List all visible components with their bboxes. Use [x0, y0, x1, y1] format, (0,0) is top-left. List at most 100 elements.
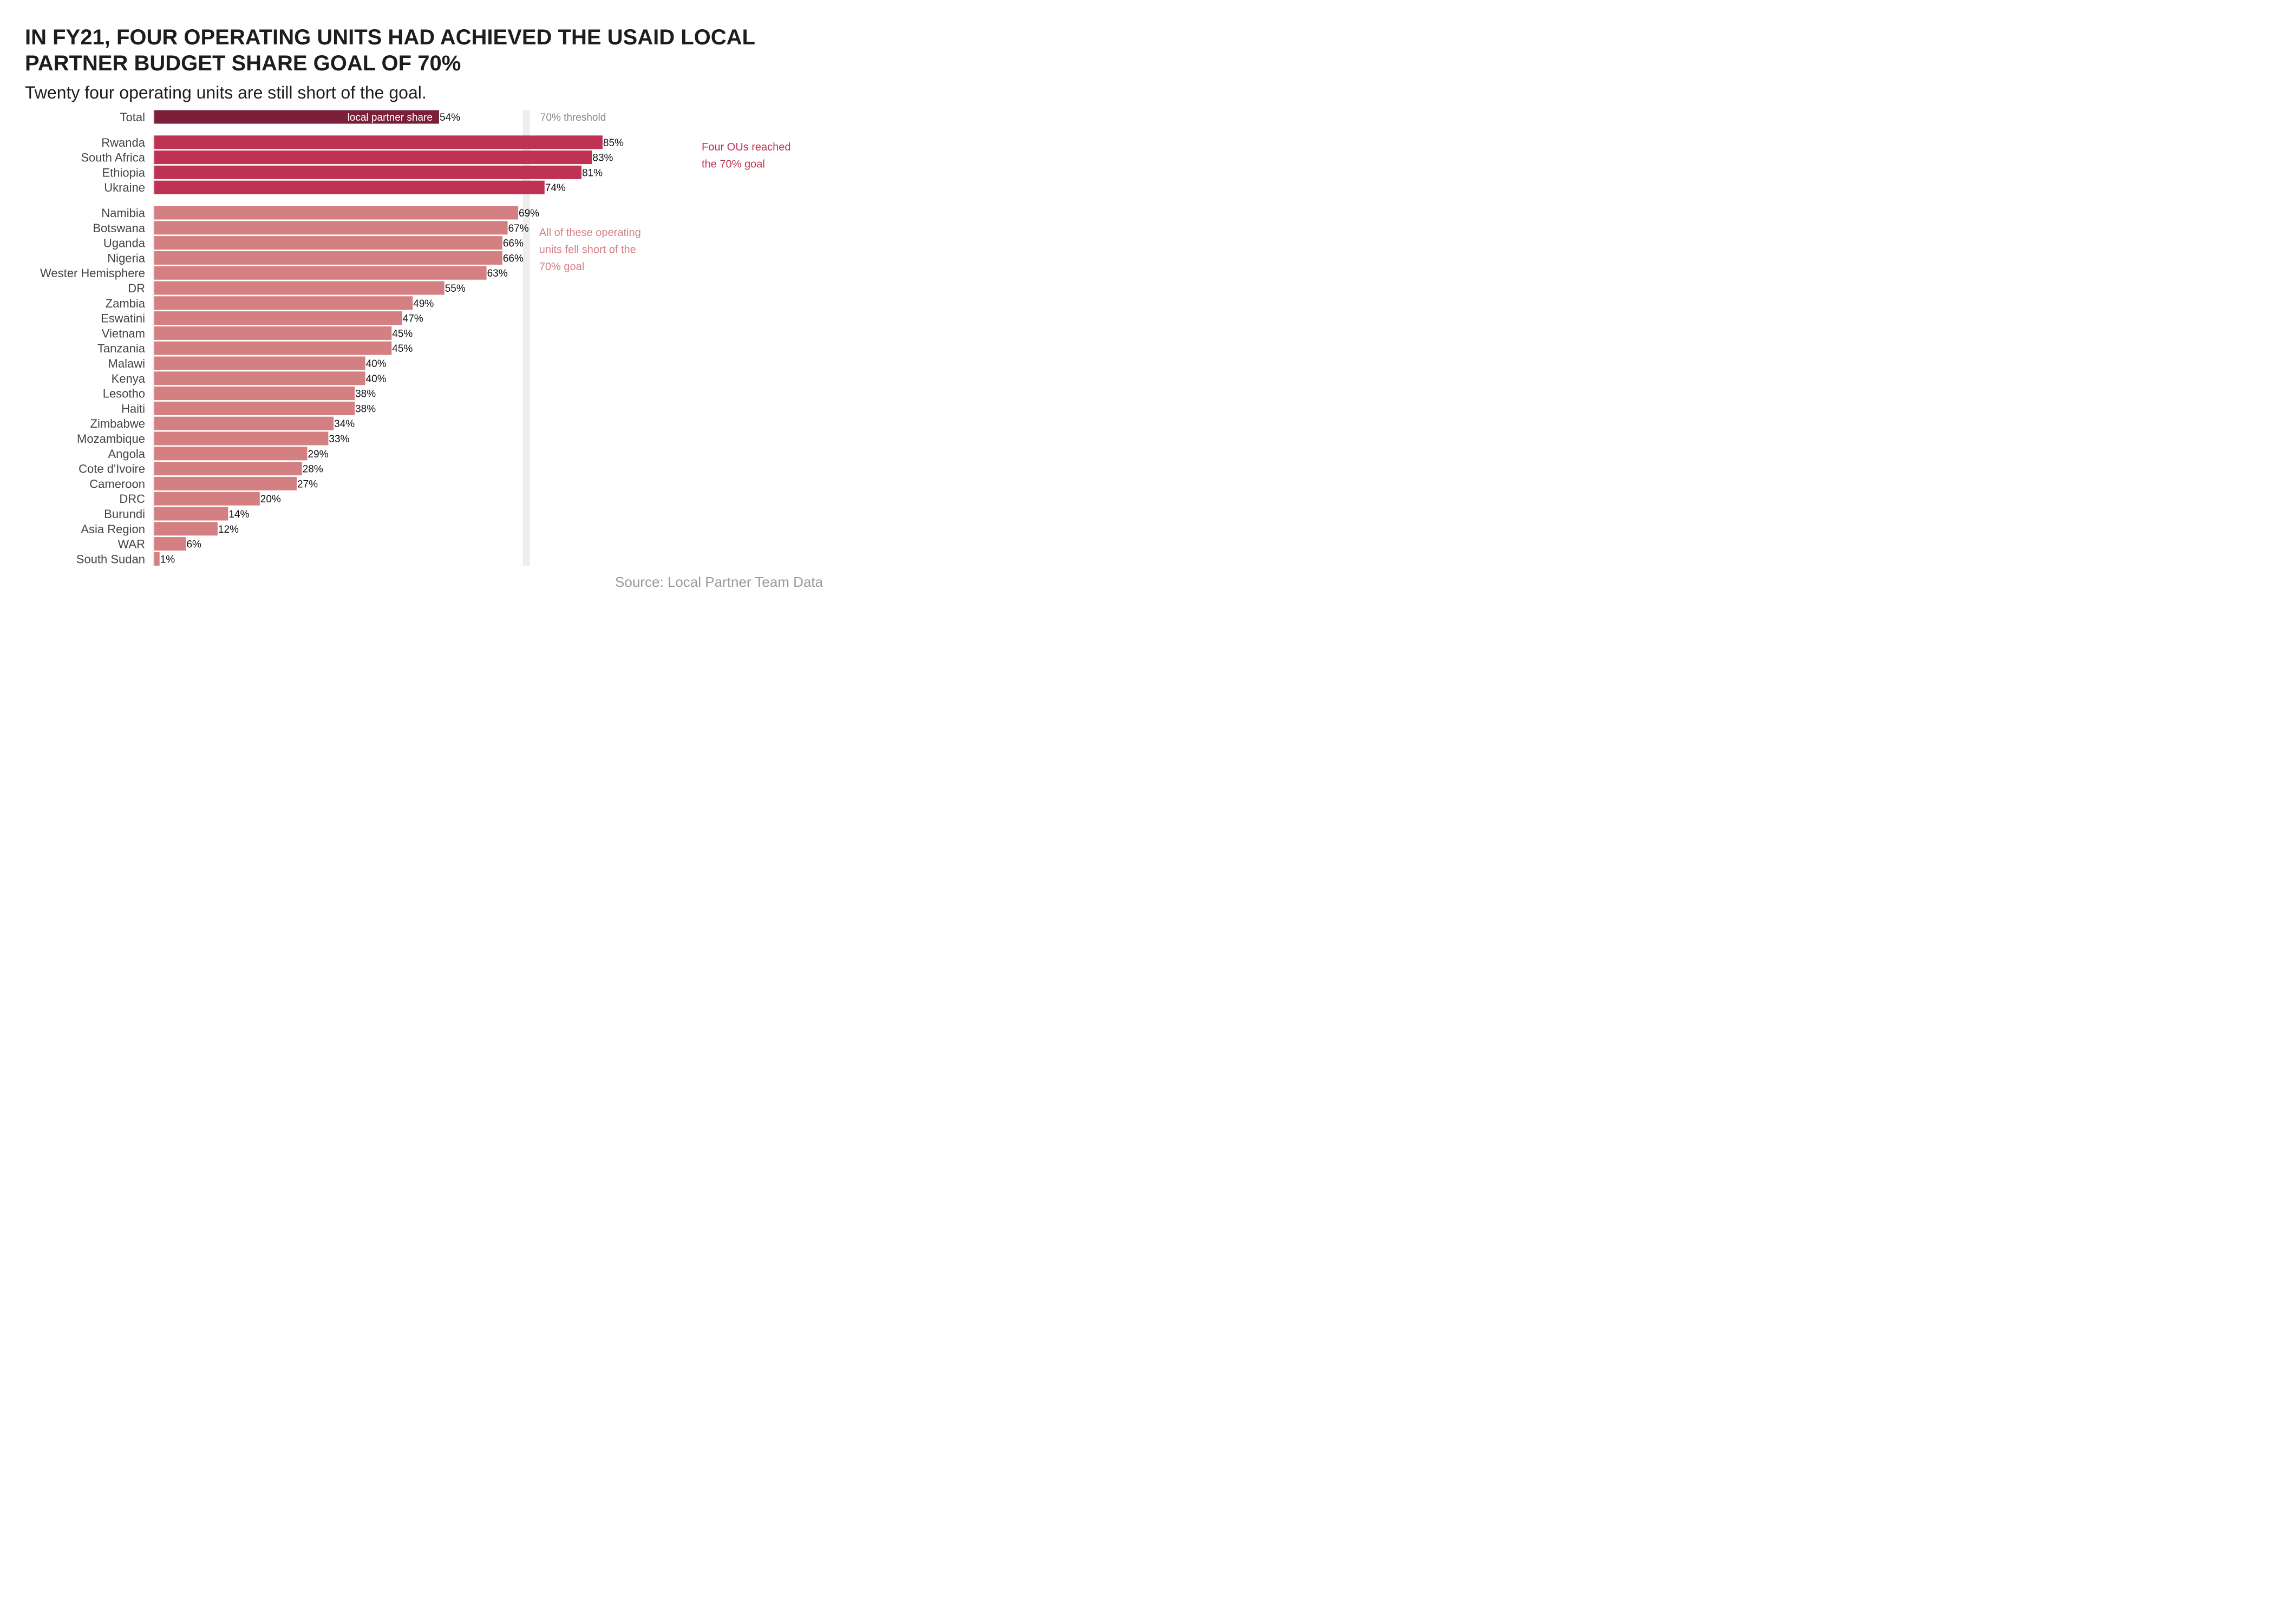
category-label-asia-region: Asia Region	[81, 522, 145, 536]
category-label-south-africa: South Africa	[81, 151, 145, 165]
bar-kenya	[154, 371, 365, 385]
bar-malawi	[154, 356, 365, 370]
chart-subtitle: Twenty four operating units are still sh…	[25, 83, 427, 102]
annotation-short-line-3: 70% goal	[539, 261, 584, 273]
category-label-total: Total	[120, 110, 145, 124]
category-label-angola: Angola	[108, 447, 145, 461]
value-label-namibia: 69%	[519, 208, 539, 219]
annotation-short-line-1: All of these operating	[539, 227, 641, 239]
bar-south-sudan	[154, 552, 160, 566]
bar-mozambique	[154, 431, 329, 446]
category-label-burundi: Burundi	[104, 507, 145, 521]
category-label-mozambique: Mozambique	[77, 432, 145, 446]
category-label-south-sudan: South Sudan	[76, 552, 145, 566]
axis-baseline	[153, 110, 154, 124]
bar-eswatini	[154, 311, 402, 325]
bar-ethiopia	[154, 165, 581, 179]
value-label-ukraine: 74%	[545, 182, 566, 194]
axis-baseline	[153, 135, 154, 194]
annotation-reached-line-2: the 70% goal	[702, 158, 765, 170]
axis-baseline	[153, 206, 154, 566]
bar-angola	[154, 447, 308, 461]
category-label-kenya: Kenya	[112, 372, 146, 385]
category-label-uganda: Uganda	[103, 237, 146, 250]
category-label-wester-hemisphere: Wester Hemisphere	[40, 266, 145, 280]
category-label-namibia: Namibia	[101, 206, 145, 220]
category-label-rwanda: Rwanda	[101, 136, 145, 149]
bar-lesotho	[154, 387, 355, 401]
value-label-nigeria: 66%	[503, 253, 524, 264]
category-label-vietnam: Vietnam	[102, 326, 145, 340]
bar-botswana	[154, 221, 508, 235]
bar-asia-region	[154, 522, 218, 536]
value-label-south-africa: 83%	[592, 153, 613, 164]
value-label-asia-region: 12%	[218, 524, 239, 535]
bar-ukraine	[154, 180, 545, 194]
bar-south-africa	[154, 150, 592, 165]
bar-namibia	[154, 206, 519, 220]
chart: IN FY21, FOUR OPERATING UNITS HAD ACHIEV…	[25, 25, 824, 590]
category-label-botswana: Botswana	[93, 221, 145, 235]
bar-total	[154, 110, 439, 124]
value-label-haiti: 38%	[355, 403, 376, 415]
bar-war	[154, 537, 186, 551]
category-label-ethiopia: Ethiopia	[102, 166, 145, 179]
annotation-short-line-2: units fell short of the	[539, 244, 636, 256]
bar-zambia	[154, 296, 413, 310]
value-label-zambia: 49%	[413, 298, 434, 310]
category-label-dr: DR	[128, 281, 145, 295]
bar-uganda	[154, 236, 502, 250]
value-label-malawi: 40%	[366, 358, 387, 370]
bar-zimbabwe	[154, 416, 334, 430]
value-label-botswana: 67%	[508, 223, 529, 234]
value-label-burundi: 14%	[228, 509, 249, 520]
threshold-band	[522, 110, 530, 566]
value-label-drc: 20%	[260, 494, 281, 505]
value-label-dr: 55%	[445, 283, 466, 294]
category-label-zambia: Zambia	[106, 297, 146, 310]
value-label-cameroon: 27%	[297, 479, 318, 490]
category-label-cote-d-ivoire: Cote d'Ivoire	[79, 462, 145, 476]
bar-cote-d-ivoire	[154, 462, 302, 476]
category-label-malawi: Malawi	[108, 357, 145, 370]
chart-title-line-1: IN FY21, FOUR OPERATING UNITS HAD ACHIEV…	[25, 25, 755, 49]
bar-wester-hemisphere	[154, 266, 487, 280]
value-label-ethiopia: 81%	[582, 167, 603, 179]
value-label-angola: 29%	[308, 449, 328, 460]
threshold-label: 70% threshold	[540, 112, 606, 123]
bar-nigeria	[154, 251, 502, 265]
category-label-nigeria: Nigeria	[107, 251, 145, 265]
value-label-war: 6%	[186, 539, 201, 551]
bar-burundi	[154, 507, 228, 521]
value-label-tanzania: 45%	[392, 343, 413, 355]
category-label-haiti: Haiti	[121, 402, 145, 415]
value-label-kenya: 40%	[366, 374, 387, 385]
value-label-vietnam: 45%	[392, 328, 413, 339]
source-note: Source: Local Partner Team Data	[615, 574, 823, 590]
category-label-cameroon: Cameroon	[89, 477, 145, 490]
inline-bar-label: local partner share	[348, 112, 433, 123]
bar-cameroon	[154, 476, 297, 490]
category-label-zimbabwe: Zimbabwe	[90, 417, 145, 430]
bar-dr	[154, 281, 445, 295]
value-label-eswatini: 47%	[403, 313, 423, 325]
category-label-ukraine: Ukraine	[104, 181, 145, 194]
value-label-wester-hemisphere: 63%	[487, 268, 508, 279]
value-label-mozambique: 33%	[329, 434, 349, 445]
chart-title-line-2: PARTNER BUDGET SHARE GOAL OF 70%	[25, 51, 461, 75]
bar-haiti	[154, 401, 355, 415]
value-label-total: 54%	[440, 112, 460, 123]
category-label-lesotho: Lesotho	[103, 387, 145, 401]
category-label-tanzania: Tanzania	[97, 342, 146, 355]
bar-vietnam	[154, 326, 392, 340]
value-label-zimbabwe: 34%	[334, 418, 355, 430]
value-label-lesotho: 38%	[355, 389, 376, 400]
value-label-cote-d-ivoire: 28%	[303, 464, 323, 475]
bar-tanzania	[154, 341, 392, 355]
category-label-eswatini: Eswatini	[101, 312, 145, 325]
category-label-drc: DRC	[119, 492, 145, 506]
category-label-war: WAR	[117, 538, 145, 551]
annotation-reached-line-1: Four OUs reached	[702, 141, 791, 153]
value-label-rwanda: 85%	[603, 137, 624, 149]
bar-rwanda	[154, 135, 603, 149]
